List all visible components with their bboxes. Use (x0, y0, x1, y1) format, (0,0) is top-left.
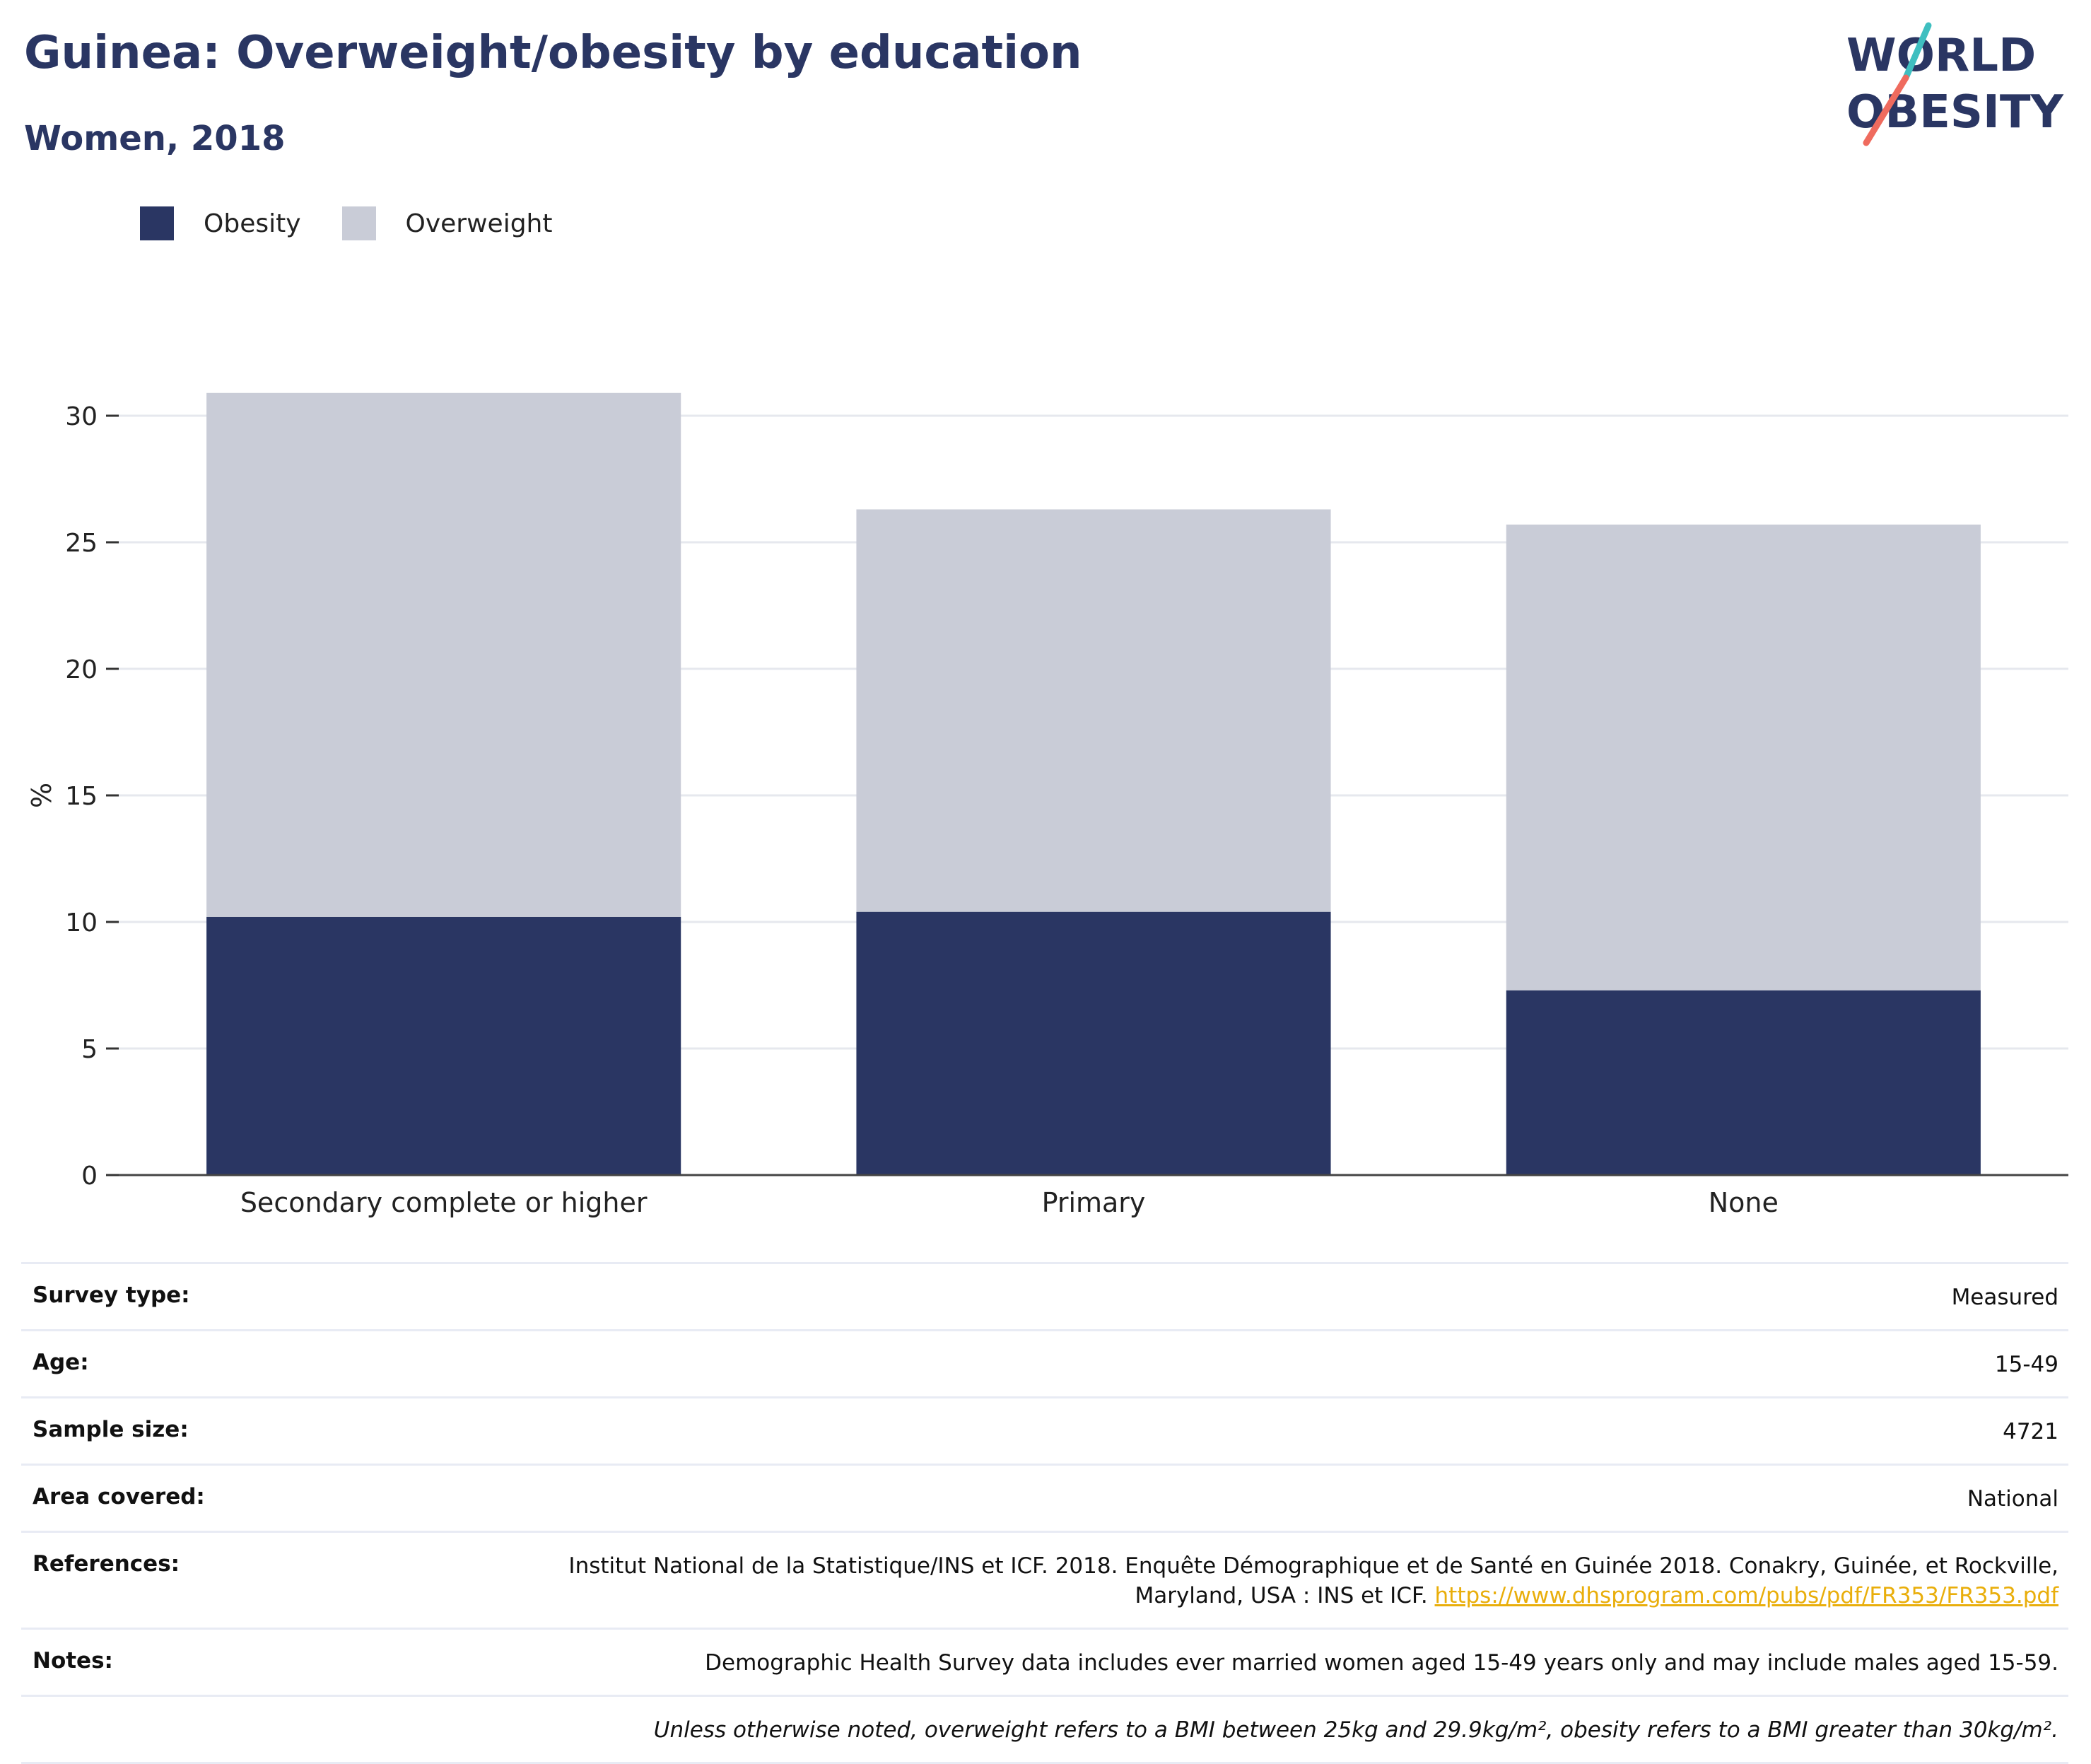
reference-text-line2: Maryland, USA : INS et ICF. (1135, 1583, 1428, 1608)
meta-value-survey-type: Measured (1951, 1285, 2058, 1310)
bar-obesity-2 (1506, 990, 1981, 1175)
meta-row-references: References: Institut National de la Stat… (21, 1531, 2068, 1628)
meta-label-references: References: (33, 1551, 180, 1577)
reference-text-line1: Institut National de la Statistique/INS … (568, 1553, 2058, 1579)
meta-value-references: Institut National de la Statistique/INS … (358, 1551, 2058, 1611)
bar-overweight-0 (206, 392, 681, 917)
legend-swatch-obesity (140, 206, 174, 240)
y-tick-label-20: 20 (65, 655, 98, 684)
world-obesity-logo: WORLD OBESITY (1846, 22, 2063, 146)
y-axis-label: % (26, 783, 57, 808)
bar-overweight-2 (1506, 524, 1981, 991)
meta-label-age: Age: (33, 1350, 89, 1375)
y-tick-label-10: 10 (65, 909, 98, 938)
meta-row-notes: Notes: Demographic Health Survey data in… (21, 1628, 2068, 1695)
survey-metadata-table: Survey type: Measured Age: 15-49 Sample … (21, 1262, 2068, 1764)
bar-overweight-1 (856, 509, 1331, 912)
x-tick-label-0: Secondary complete or higher (240, 1187, 648, 1218)
logo-slash-top (1902, 22, 1932, 81)
meta-label-survey-type: Survey type: (33, 1283, 190, 1308)
meta-value-sample-size: 4721 (2003, 1419, 2058, 1444)
legend-item-overweight[interactable]: Overweight (341, 206, 553, 240)
logo-line-world: WORLD (1846, 30, 2036, 82)
meta-value-notes: Demographic Health Survey data includes … (705, 1650, 2058, 1676)
logo-slash-bottom (1863, 74, 1909, 146)
legend-item-obesity[interactable]: Obesity (140, 206, 301, 240)
bar-obesity-1 (856, 911, 1331, 1175)
meta-value-age: 15-49 (1994, 1352, 2058, 1377)
meta-label-sample-size: Sample size: (33, 1417, 189, 1442)
chart-legend: Obesity Overweight (140, 206, 593, 240)
meta-row-age: Age: 15-49 (21, 1329, 2068, 1396)
meta-value-area-covered: National (1967, 1486, 2058, 1512)
meta-label-notes: Notes: (33, 1648, 113, 1674)
legend-swatch-overweight (341, 206, 376, 240)
reference-link[interactable]: https://www.dhsprogram.com/pubs/pdf/FR35… (1434, 1583, 2058, 1608)
bar-obesity-0 (206, 916, 681, 1175)
meta-label-area-covered: Area covered: (33, 1484, 205, 1509)
y-tick-label-25: 25 (65, 529, 98, 558)
y-tick-label-15: 15 (65, 782, 98, 811)
legend-label-overweight: Overweight (405, 209, 553, 238)
meta-row-survey-type: Survey type: Measured (21, 1262, 2068, 1329)
meta-row-sample-size: Sample size: 4721 (21, 1396, 2068, 1464)
legend-label-obesity: Obesity (204, 209, 301, 238)
x-tick-label-2: None (1709, 1187, 1779, 1218)
meta-value-footnote: Unless otherwise noted, overweight refer… (653, 1717, 2058, 1743)
meta-row-area-covered: Area covered: National (21, 1464, 2068, 1531)
y-tick-label-0: 0 (81, 1162, 98, 1191)
meta-row-footnote: Unless otherwise noted, overweight refer… (21, 1695, 2068, 1764)
x-tick-label-1: Primary (1042, 1187, 1146, 1218)
y-tick-label-5: 5 (81, 1035, 98, 1064)
chart-subtitle: Women, 2018 (24, 119, 286, 158)
chart-title: Guinea: Overweight/obesity by education (24, 27, 1082, 79)
y-tick-label-30: 30 (65, 402, 98, 431)
bar-chart: 0 5 10 15 20 25 30% Secondary complete or highe… (26, 392, 2068, 1218)
